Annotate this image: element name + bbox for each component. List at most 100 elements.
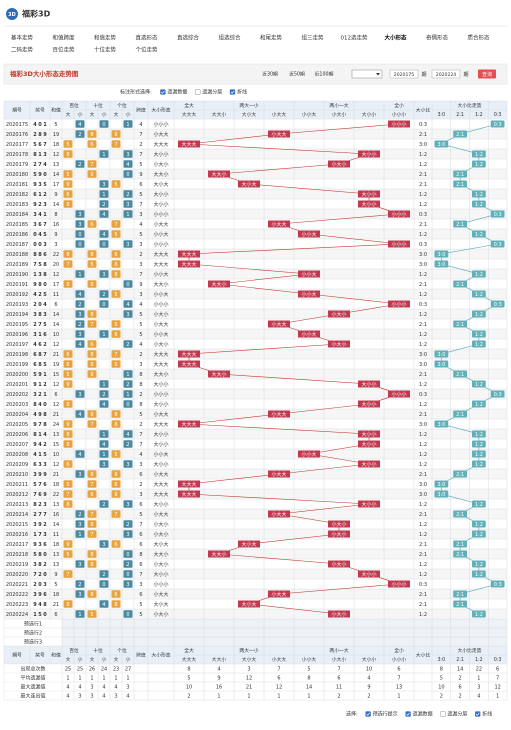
nav-link[interactable]: 组选综合	[218, 34, 241, 42]
ratio-hit-label: 1:2	[475, 382, 483, 388]
digit-hit-label: 4	[102, 212, 105, 218]
period-link[interactable]: 近50期	[289, 71, 305, 78]
span: 8	[139, 382, 142, 388]
period-link[interactable]: 近30期	[262, 71, 278, 78]
ratio: 3:0	[419, 422, 427, 428]
checkbox[interactable]	[365, 711, 371, 717]
shape-hit	[388, 210, 410, 218]
nav-link[interactable]: 直选形态	[135, 34, 158, 42]
ratio-hit	[472, 400, 486, 408]
checkmark	[230, 90, 235, 94]
checkbox[interactable]	[229, 89, 236, 95]
ratio-hit-label: 3:0	[437, 492, 445, 498]
to-input[interactable]	[431, 69, 461, 79]
issue: 2020194	[6, 312, 28, 318]
stat-value: 25	[65, 666, 71, 672]
digit-hit-label: 8	[90, 562, 93, 568]
preselect-bg	[4, 619, 507, 646]
row-bg	[4, 609, 507, 619]
option-label[interactable]: 遗漏分层	[447, 711, 467, 718]
option-label[interactable]: 折线	[237, 89, 247, 96]
shape-hit	[298, 270, 320, 278]
shape: 小小小	[153, 581, 168, 588]
query-button[interactable]	[478, 69, 496, 79]
ratio-hit-label: 1:2	[475, 292, 483, 298]
stat-value: 6	[496, 666, 499, 672]
nav-link[interactable]: 质合形态	[467, 34, 490, 42]
digit-hit	[111, 330, 121, 338]
draw-digit: 2	[38, 392, 42, 398]
issue: 2020211	[6, 482, 28, 488]
period-select[interactable]	[351, 69, 383, 79]
options-label: 选择:	[346, 711, 358, 718]
query-button-label[interactable]: 查询	[482, 71, 492, 78]
ratio: 1:2	[419, 572, 427, 578]
stat-value: 3	[90, 693, 93, 699]
ratio-hit	[490, 120, 505, 128]
checkbox[interactable]	[160, 89, 166, 95]
draw-digit: 9	[33, 382, 37, 388]
digit-hit	[123, 160, 133, 168]
draw-digit: 3	[43, 152, 47, 158]
nav-link[interactable]: 和尾走势	[260, 34, 283, 42]
nav-link[interactable]: 组三走势	[301, 34, 324, 42]
draw-digit: 3	[33, 592, 37, 598]
option-label[interactable]: 遗漏数据	[167, 89, 187, 96]
option-label[interactable]: 遗漏分层	[202, 89, 222, 96]
checkbox[interactable]	[194, 89, 201, 95]
unit: 期	[421, 72, 426, 78]
nav-link[interactable]: 012选走势	[341, 34, 368, 42]
option-label[interactable]: 预选行提示	[373, 711, 398, 718]
checkbox[interactable]	[405, 711, 411, 717]
span: 3	[139, 582, 142, 588]
digit-hit-label: 8	[90, 132, 93, 138]
digit-hit	[75, 320, 85, 328]
option-label[interactable]: 折线	[482, 711, 492, 718]
issue: 2020222	[6, 592, 28, 598]
stat-value: 3	[247, 666, 250, 672]
nav-link[interactable]: 百位走势	[52, 46, 75, 54]
checkbox[interactable]	[440, 711, 446, 717]
issue: 2020192	[6, 292, 28, 298]
digit-hit-label: 0	[78, 232, 81, 238]
draw-digit: 6	[33, 352, 37, 358]
shape-hit-label: 大大大	[181, 141, 196, 148]
draw-digit: 6	[33, 462, 37, 468]
checkbox[interactable]	[475, 711, 481, 717]
nav-link[interactable]: 基本走势	[11, 34, 34, 42]
digit-hit-label: 9	[90, 372, 93, 378]
digit-hit-label: 2	[126, 562, 129, 568]
period-link[interactable]: 近100期	[315, 71, 334, 78]
shape: 大大小	[153, 551, 168, 558]
nav-link[interactable]: 直选综合	[177, 34, 200, 42]
digit-hit-label: 2	[78, 162, 81, 168]
digit-hit	[87, 550, 97, 558]
digit-hit-label: 2	[102, 502, 105, 508]
option-label[interactable]: 遗漏数据	[413, 711, 433, 718]
nav-link[interactable]: 和值走势	[94, 34, 117, 42]
header-cell: 期号	[12, 653, 22, 659]
digit-hit	[75, 580, 85, 588]
nav-link[interactable]: 和值跨度	[52, 34, 75, 42]
digit-hit-label: 3	[78, 222, 81, 228]
draw-digit: 1	[43, 392, 47, 398]
ratio-hit	[453, 550, 467, 558]
ratio-hit	[453, 510, 467, 518]
nav-link[interactable]: 奇偶形态	[426, 34, 449, 42]
nav-link[interactable]: 大小形态	[384, 34, 407, 42]
nav-link[interactable]: 十位走势	[94, 46, 117, 54]
digit-hit	[99, 270, 109, 278]
digit-hit-label: 5	[66, 172, 69, 178]
header-cell: 0:3	[494, 112, 502, 118]
nav-link[interactable]: 个位走势	[135, 46, 158, 54]
nav-link[interactable]: 二码走势	[11, 46, 34, 54]
issue: 2020185	[6, 222, 28, 228]
shape-hit	[298, 450, 320, 458]
from-input[interactable]	[389, 69, 419, 79]
header-cell: 大大小	[212, 656, 227, 663]
shape-hit	[358, 200, 380, 208]
digit-hit-label: 5	[114, 292, 117, 298]
shape-hit	[238, 540, 260, 548]
digit-hit	[75, 310, 85, 318]
digit-hit-label: 7	[90, 162, 93, 168]
